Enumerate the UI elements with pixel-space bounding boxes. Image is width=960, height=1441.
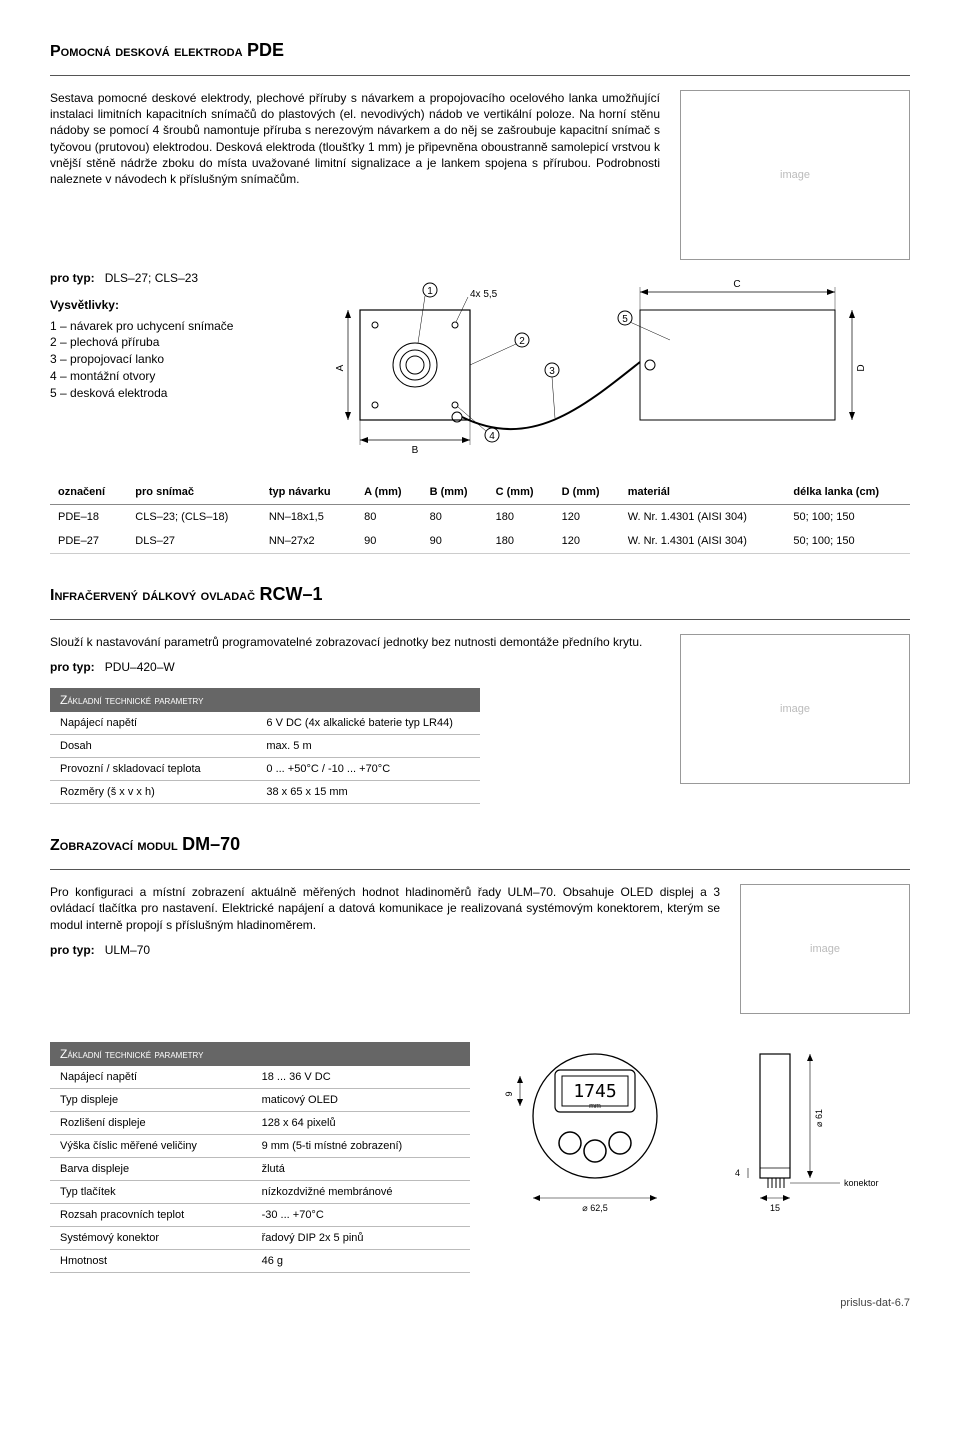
label-holes: 4x 5,5 xyxy=(470,289,498,300)
callout-4: 4 xyxy=(489,431,495,442)
dim-C: C xyxy=(733,279,740,290)
legend-3: 3 – propojovací lanko xyxy=(50,351,310,368)
heading-dm-suffix: DM–70 xyxy=(182,834,240,854)
display-sample: 1745 xyxy=(573,1081,616,1102)
legend-4: 4 – montážní otvory xyxy=(50,368,310,385)
display-unit: mm xyxy=(589,1103,601,1110)
konektor-label: konektor xyxy=(844,1178,879,1188)
divider xyxy=(50,75,910,76)
th-c: C (mm) xyxy=(488,480,554,505)
legend-title: Vysvětlivky: xyxy=(50,297,310,314)
th-b: B (mm) xyxy=(422,480,488,505)
table-row: Napájecí napětí18 ... 36 V DC xyxy=(50,1066,470,1089)
dm-param-table: Základní technické parametry Napájecí na… xyxy=(50,1042,470,1273)
dim-4: 4 xyxy=(735,1168,740,1178)
table-row: Systémový konektorřadový DIP 2x 5 pinů xyxy=(50,1227,470,1250)
dim-9: 9 xyxy=(504,1092,514,1097)
dim-D: D xyxy=(856,364,867,371)
th-pro-snimac: pro snímač xyxy=(127,480,261,505)
callout-1: 1 xyxy=(427,286,433,297)
heading-pde-suffix: PDE xyxy=(247,40,284,60)
dim-A: A xyxy=(335,364,346,371)
section-rcw: Infračervený dálkový ovladač RCW–1 Slouž… xyxy=(50,584,910,804)
callout-5: 5 xyxy=(622,314,628,325)
heading-rcw-prefix: Infračervený dálkový ovladač xyxy=(50,587,255,604)
legend-5: 5 – desková elektroda xyxy=(50,385,310,402)
th-material: materiál xyxy=(620,480,786,505)
th-d: D (mm) xyxy=(554,480,620,505)
table-row: Hmotnost46 g xyxy=(50,1250,470,1273)
th-oznaceni: označení xyxy=(50,480,127,505)
table-row: PDE–18 CLS–23; (CLS–18) NN–18x1,5 80 80 … xyxy=(50,505,910,530)
dm-photo: image xyxy=(740,884,910,1014)
rcw-photo: image xyxy=(680,634,910,784)
pde-photo: image xyxy=(680,90,910,260)
rcw-intro: Slouží k nastavování parametrů programov… xyxy=(50,634,660,650)
section-dm: Zobrazovací modul DM–70 Pro konfiguraci … xyxy=(50,834,910,1273)
pde-pro-typ: pro typ: DLS–27; CLS–23 xyxy=(50,270,310,287)
heading-dm: Zobrazovací modul DM–70 xyxy=(50,834,910,855)
callout-2: 2 xyxy=(519,336,525,347)
divider xyxy=(50,619,910,620)
th-a: A (mm) xyxy=(356,480,422,505)
table-row: Typ displejematicový OLED xyxy=(50,1089,470,1112)
table-row: Typ tlačíteknízkozdvižné membránové xyxy=(50,1181,470,1204)
table-row: Výška číslic měřené veličiny9 mm (5-ti m… xyxy=(50,1135,470,1158)
heading-rcw-suffix: RCW–1 xyxy=(260,584,323,604)
pde-diagram: A B C xyxy=(330,270,910,460)
th-typ-navarku: typ návarku xyxy=(261,480,356,505)
dm-diagram: 1745 mm 9 ⌀ 62,5 xyxy=(500,1028,900,1273)
table-row: Provozní / skladovací teplota0 ... +50°C… xyxy=(50,758,480,781)
dm-intro: Pro konfiguraci a místní zobrazení aktuá… xyxy=(50,884,720,933)
table-row: PDE–27 DLS–27 NN–27x2 90 90 180 120 W. N… xyxy=(50,529,910,554)
table-row: Barva displeježlutá xyxy=(50,1158,470,1181)
th-delka: délka lanka (cm) xyxy=(785,480,910,505)
divider xyxy=(50,869,910,870)
table-row: Dosahmax. 5 m xyxy=(50,735,480,758)
pde-table: označení pro snímač typ návarku A (mm) B… xyxy=(50,480,910,554)
legend-1: 1 – návarek pro uchycení snímače xyxy=(50,318,310,335)
callout-3: 3 xyxy=(549,366,555,377)
table-row: Rozměry (š x v x h)38 x 65 x 15 mm xyxy=(50,781,480,804)
rcw-pro-typ: pro typ: PDU–420–W xyxy=(50,660,660,674)
heading-pde-prefix: Pomocná desková elektroda xyxy=(50,43,243,60)
rcw-param-header: Základní technické parametry xyxy=(50,688,480,712)
dim-625: ⌀ 62,5 xyxy=(582,1203,607,1213)
pde-intro-text: Sestava pomocné deskové elektrody, plech… xyxy=(50,90,660,260)
heading-pde: Pomocná desková elektroda PDE xyxy=(50,40,910,61)
rcw-param-table: Základní technické parametry Napájecí na… xyxy=(50,688,480,804)
table-row: Napájecí napětí6 V DC (4x alkalické bate… xyxy=(50,712,480,735)
dim-61: ⌀ 61 xyxy=(814,1109,824,1127)
page-footer: prislus-dat-6.7 xyxy=(50,1297,910,1309)
heading-rcw: Infračervený dálkový ovladač RCW–1 xyxy=(50,584,910,605)
dim-B: B xyxy=(412,445,419,456)
dm-param-header: Základní technické parametry xyxy=(50,1042,470,1066)
section-pde: Pomocná desková elektroda PDE Sestava po… xyxy=(50,40,910,554)
heading-dm-prefix: Zobrazovací modul xyxy=(50,837,178,854)
dim-15: 15 xyxy=(770,1203,780,1213)
dm-pro-typ: pro typ: ULM–70 xyxy=(50,943,720,957)
table-row: Rozlišení displeje128 x 64 pixelů xyxy=(50,1112,470,1135)
legend-2: 2 – plechová příruba xyxy=(50,334,310,351)
table-row: Rozsah pracovních teplot-30 ... +70°C xyxy=(50,1204,470,1227)
